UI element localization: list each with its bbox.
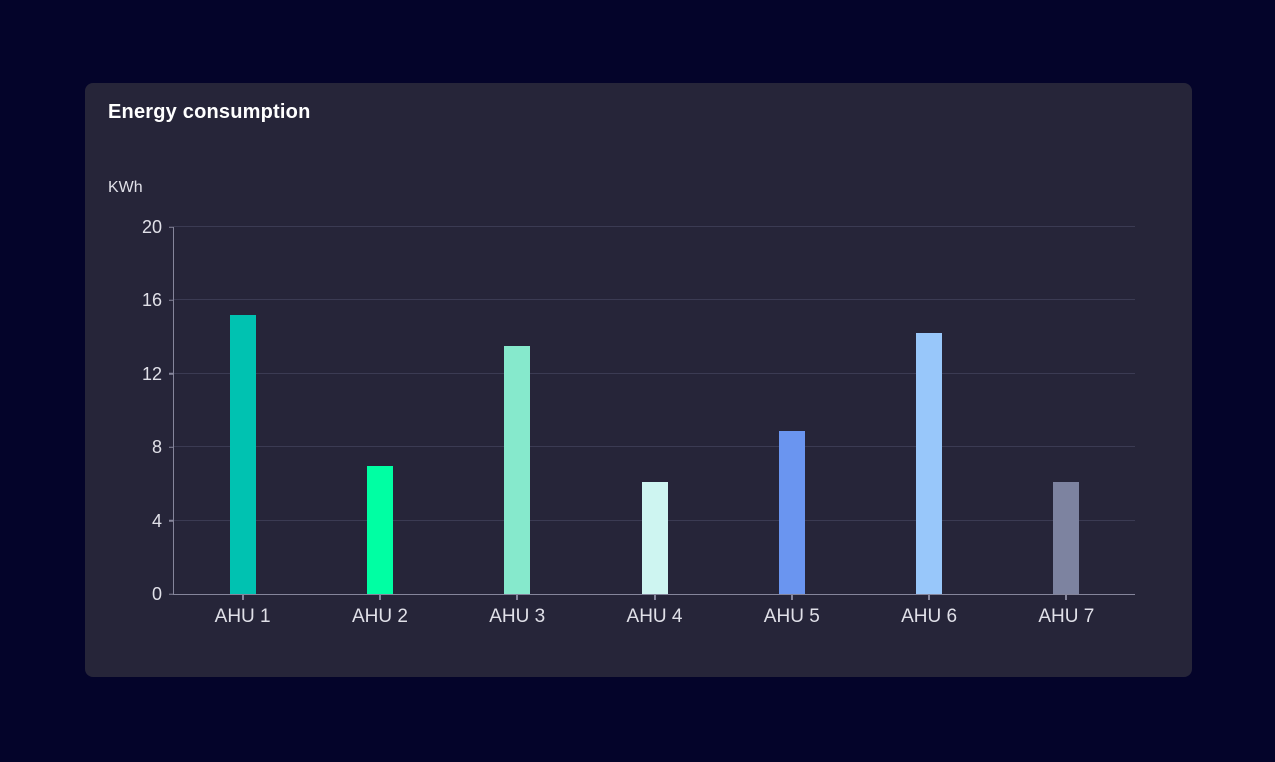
bar-ahu-3[interactable] xyxy=(504,346,531,594)
x-axis-label-ahu-3: AHU 3 xyxy=(489,606,546,627)
gridline-12 xyxy=(174,372,1135,374)
chart-title: Energy consumption xyxy=(108,101,311,123)
y-axis-tick-label-20: 20 xyxy=(141,217,162,237)
x-axis-label-ahu-4: AHU 4 xyxy=(626,606,683,627)
x-axis-tick-ahu-1 xyxy=(241,594,244,600)
x-axis-label-ahu-2: AHU 2 xyxy=(351,606,408,627)
y-axis-tick-20 xyxy=(169,226,174,228)
y-axis-tick-16 xyxy=(169,299,174,302)
y-axis-tick-12 xyxy=(169,373,174,375)
y-axis-tick-4 xyxy=(169,519,174,522)
y-axis-tick-label-4: 4 xyxy=(151,510,162,531)
plot-area: 0 4 8 12 16 20 AHU 1 AHU 2 AHU 3 AHU 4 AHU 5 AHU 6 A… xyxy=(142,218,1135,627)
bar-ahu-1[interactable] xyxy=(229,315,256,594)
y-axis-tick-label-12: 12 xyxy=(141,363,162,384)
bar-ahu-5[interactable] xyxy=(778,430,805,594)
bar-ahu-4[interactable] xyxy=(641,482,668,594)
y-axis-tick-0 xyxy=(169,593,174,595)
x-axis-label-ahu-7: AHU 7 xyxy=(1038,606,1095,627)
energy-consumption-card: Energy consumption KWh 0 4 8 12 16 20 AHU 1 AHU… xyxy=(85,83,1192,677)
bar-ahu-7[interactable] xyxy=(1053,482,1080,594)
x-axis-label-ahu-6: AHU 6 xyxy=(901,606,958,627)
y-axis-unit-label: KWh xyxy=(108,179,143,196)
x-axis-tick-ahu-4 xyxy=(653,594,656,600)
x-axis-tick-ahu-3 xyxy=(516,594,519,600)
gridline-16 xyxy=(174,299,1135,301)
bar-ahu-6[interactable] xyxy=(916,333,943,594)
x-axis-tick-ahu-7 xyxy=(1065,594,1068,600)
gridline-8 xyxy=(174,446,1135,448)
y-axis-tick-8 xyxy=(169,446,174,448)
bar-ahu-2[interactable] xyxy=(366,465,393,594)
x-axis-tick-ahu-2 xyxy=(378,594,381,600)
x-axis-tick-ahu-6 xyxy=(928,594,931,600)
gridline-20 xyxy=(174,226,1135,227)
y-axis-tick-label-16: 16 xyxy=(141,290,162,311)
y-axis-tick-label-8: 8 xyxy=(151,437,162,458)
x-axis-label-ahu-5: AHU 5 xyxy=(763,606,820,627)
x-axis-tick-ahu-5 xyxy=(790,594,793,600)
y-axis-tick-label-0: 0 xyxy=(151,584,162,604)
x-axis-label-ahu-1: AHU 1 xyxy=(214,606,271,627)
